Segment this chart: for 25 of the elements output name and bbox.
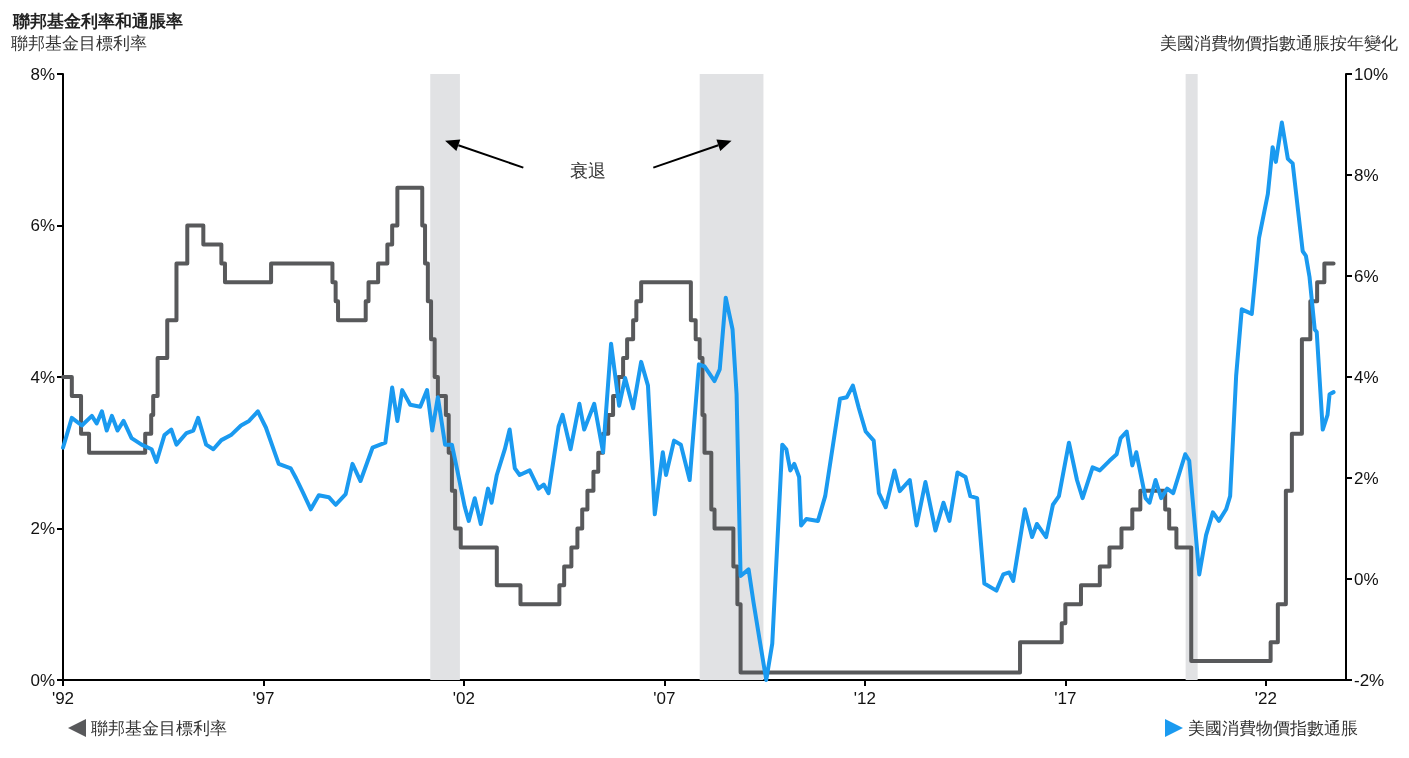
legend-label: 聯邦基金目標利率 — [91, 718, 227, 738]
y2-tick-label: -2% — [1354, 670, 1385, 690]
y2-tick-label: 0% — [1354, 569, 1379, 589]
x-tick-label: '92 — [51, 689, 75, 708]
y2-tick-label: 2% — [1354, 468, 1379, 488]
y2-tick-label: 6% — [1354, 266, 1379, 286]
y-tick-label: 4% — [30, 367, 55, 387]
x-tick-label: '17 — [1054, 689, 1077, 708]
annotation: 衰退 — [570, 160, 607, 181]
x-tick-label: '22 — [1254, 689, 1277, 708]
y2-tick-label: 10% — [1354, 64, 1389, 84]
y-tick-label: 6% — [30, 216, 55, 235]
legend-label: 美國消費物價指數通脹 — [1188, 718, 1358, 738]
y2-tick-label: 4% — [1354, 367, 1379, 387]
chart-title: 聯邦基金利率和通脹率 — [12, 12, 183, 31]
x-tick-label: '12 — [853, 689, 876, 708]
y2-axis-title: 美國消費物價指數通脹按年變化 — [1160, 34, 1398, 53]
x-tick-label: '97 — [252, 689, 275, 708]
y2-tick-label: 8% — [1354, 165, 1379, 185]
y-tick-label: 0% — [30, 670, 55, 690]
x-tick-label: '07 — [653, 689, 676, 708]
y-axis-title: 聯邦基金目標利率 — [11, 34, 147, 53]
y-tick-label: 2% — [30, 519, 55, 538]
y-tick-label: 8% — [30, 64, 55, 84]
x-tick-label: '02 — [452, 689, 476, 708]
